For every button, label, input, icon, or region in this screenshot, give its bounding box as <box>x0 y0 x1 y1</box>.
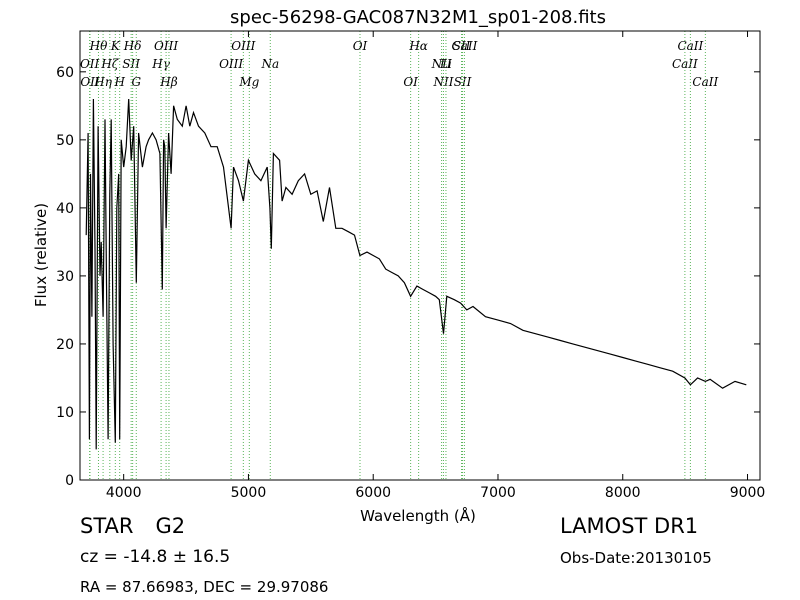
x-tick-label: 5000 <box>231 485 267 501</box>
spectral-line-label: Hζ <box>100 57 119 71</box>
y-tick-label: 10 <box>56 405 74 421</box>
chart-title: spec-56298-GAC087N32M1_sp01-208.fits <box>230 7 606 28</box>
spectral-line-label: Hθ <box>89 39 108 53</box>
spectral-line-label: Hβ <box>159 75 177 89</box>
x-tick-label: 7000 <box>480 485 516 501</box>
object-class-main: STAR <box>80 514 134 538</box>
spectral-line-label: OI <box>353 39 368 53</box>
spectral-line-label: OIII <box>219 57 243 71</box>
plot-area: OIIOIIHθHηHζKHSIIHδGHγOIIIHβOIIIOIIIMgNa… <box>56 30 766 501</box>
spectral-line-label: OII <box>80 75 100 89</box>
x-axis-label: Wavelength (Å) <box>360 506 476 525</box>
spectral-line-label: CaII <box>672 57 698 71</box>
y-tick-label: 30 <box>56 269 74 285</box>
spectral-line-label: G <box>131 75 141 89</box>
y-tick-label: 40 <box>56 201 74 217</box>
x-tick-label: 6000 <box>355 485 391 501</box>
y-tick-label: 60 <box>56 65 74 81</box>
x-tick-label: 9000 <box>730 485 766 501</box>
coordinates: RA = 87.66983, DEC = 29.97086 <box>80 578 329 596</box>
spectral-line-label: CaII <box>677 39 703 53</box>
spectral-line-label: SII <box>454 75 472 89</box>
x-tick-label: 4000 <box>106 485 142 501</box>
spectral-line-label: OI <box>403 75 418 89</box>
y-tick-label: 0 <box>65 473 74 489</box>
axes-frame <box>79 30 761 481</box>
object-subclass: G2 <box>155 514 186 538</box>
spectral-line-label: H <box>113 75 125 89</box>
spectral-line-label: Hη <box>93 75 112 89</box>
spectral-line-label: NII <box>432 75 453 89</box>
spectrum-line <box>85 98 747 450</box>
spectral-line-label: SII <box>453 39 471 53</box>
observation-date: Obs-Date:20130105 <box>560 549 712 567</box>
survey-name: LAMOST DR1 <box>560 514 699 538</box>
x-tick-label: 8000 <box>605 485 641 501</box>
spectral-line-label: Hδ <box>123 39 142 53</box>
spectral-line-label: Hα <box>408 39 428 53</box>
redshift-value: cz = -14.8 ± 16.5 <box>80 547 231 567</box>
spectral-line-label: Mg <box>238 75 259 89</box>
spectral-line-label: NII <box>431 57 452 71</box>
spectral-line-label: Li <box>439 57 452 71</box>
spectral-line-label: Hγ <box>151 57 170 71</box>
spectral-line-label: OIII <box>231 39 255 53</box>
spectral-line-label: Na <box>260 57 279 71</box>
y-tick-label: 20 <box>56 337 74 353</box>
object-class: STAR G2 <box>80 514 185 538</box>
y-axis-label: Flux (relative) <box>32 203 50 307</box>
spectral-line-label: K <box>110 39 121 53</box>
spectral-line-label: OIII <box>154 39 178 53</box>
spectral-line-label: CaII <box>452 39 478 53</box>
spectral-line-label: CaII <box>692 75 718 89</box>
spectral-line-label: SII <box>122 57 140 71</box>
y-tick-label: 50 <box>56 133 74 149</box>
